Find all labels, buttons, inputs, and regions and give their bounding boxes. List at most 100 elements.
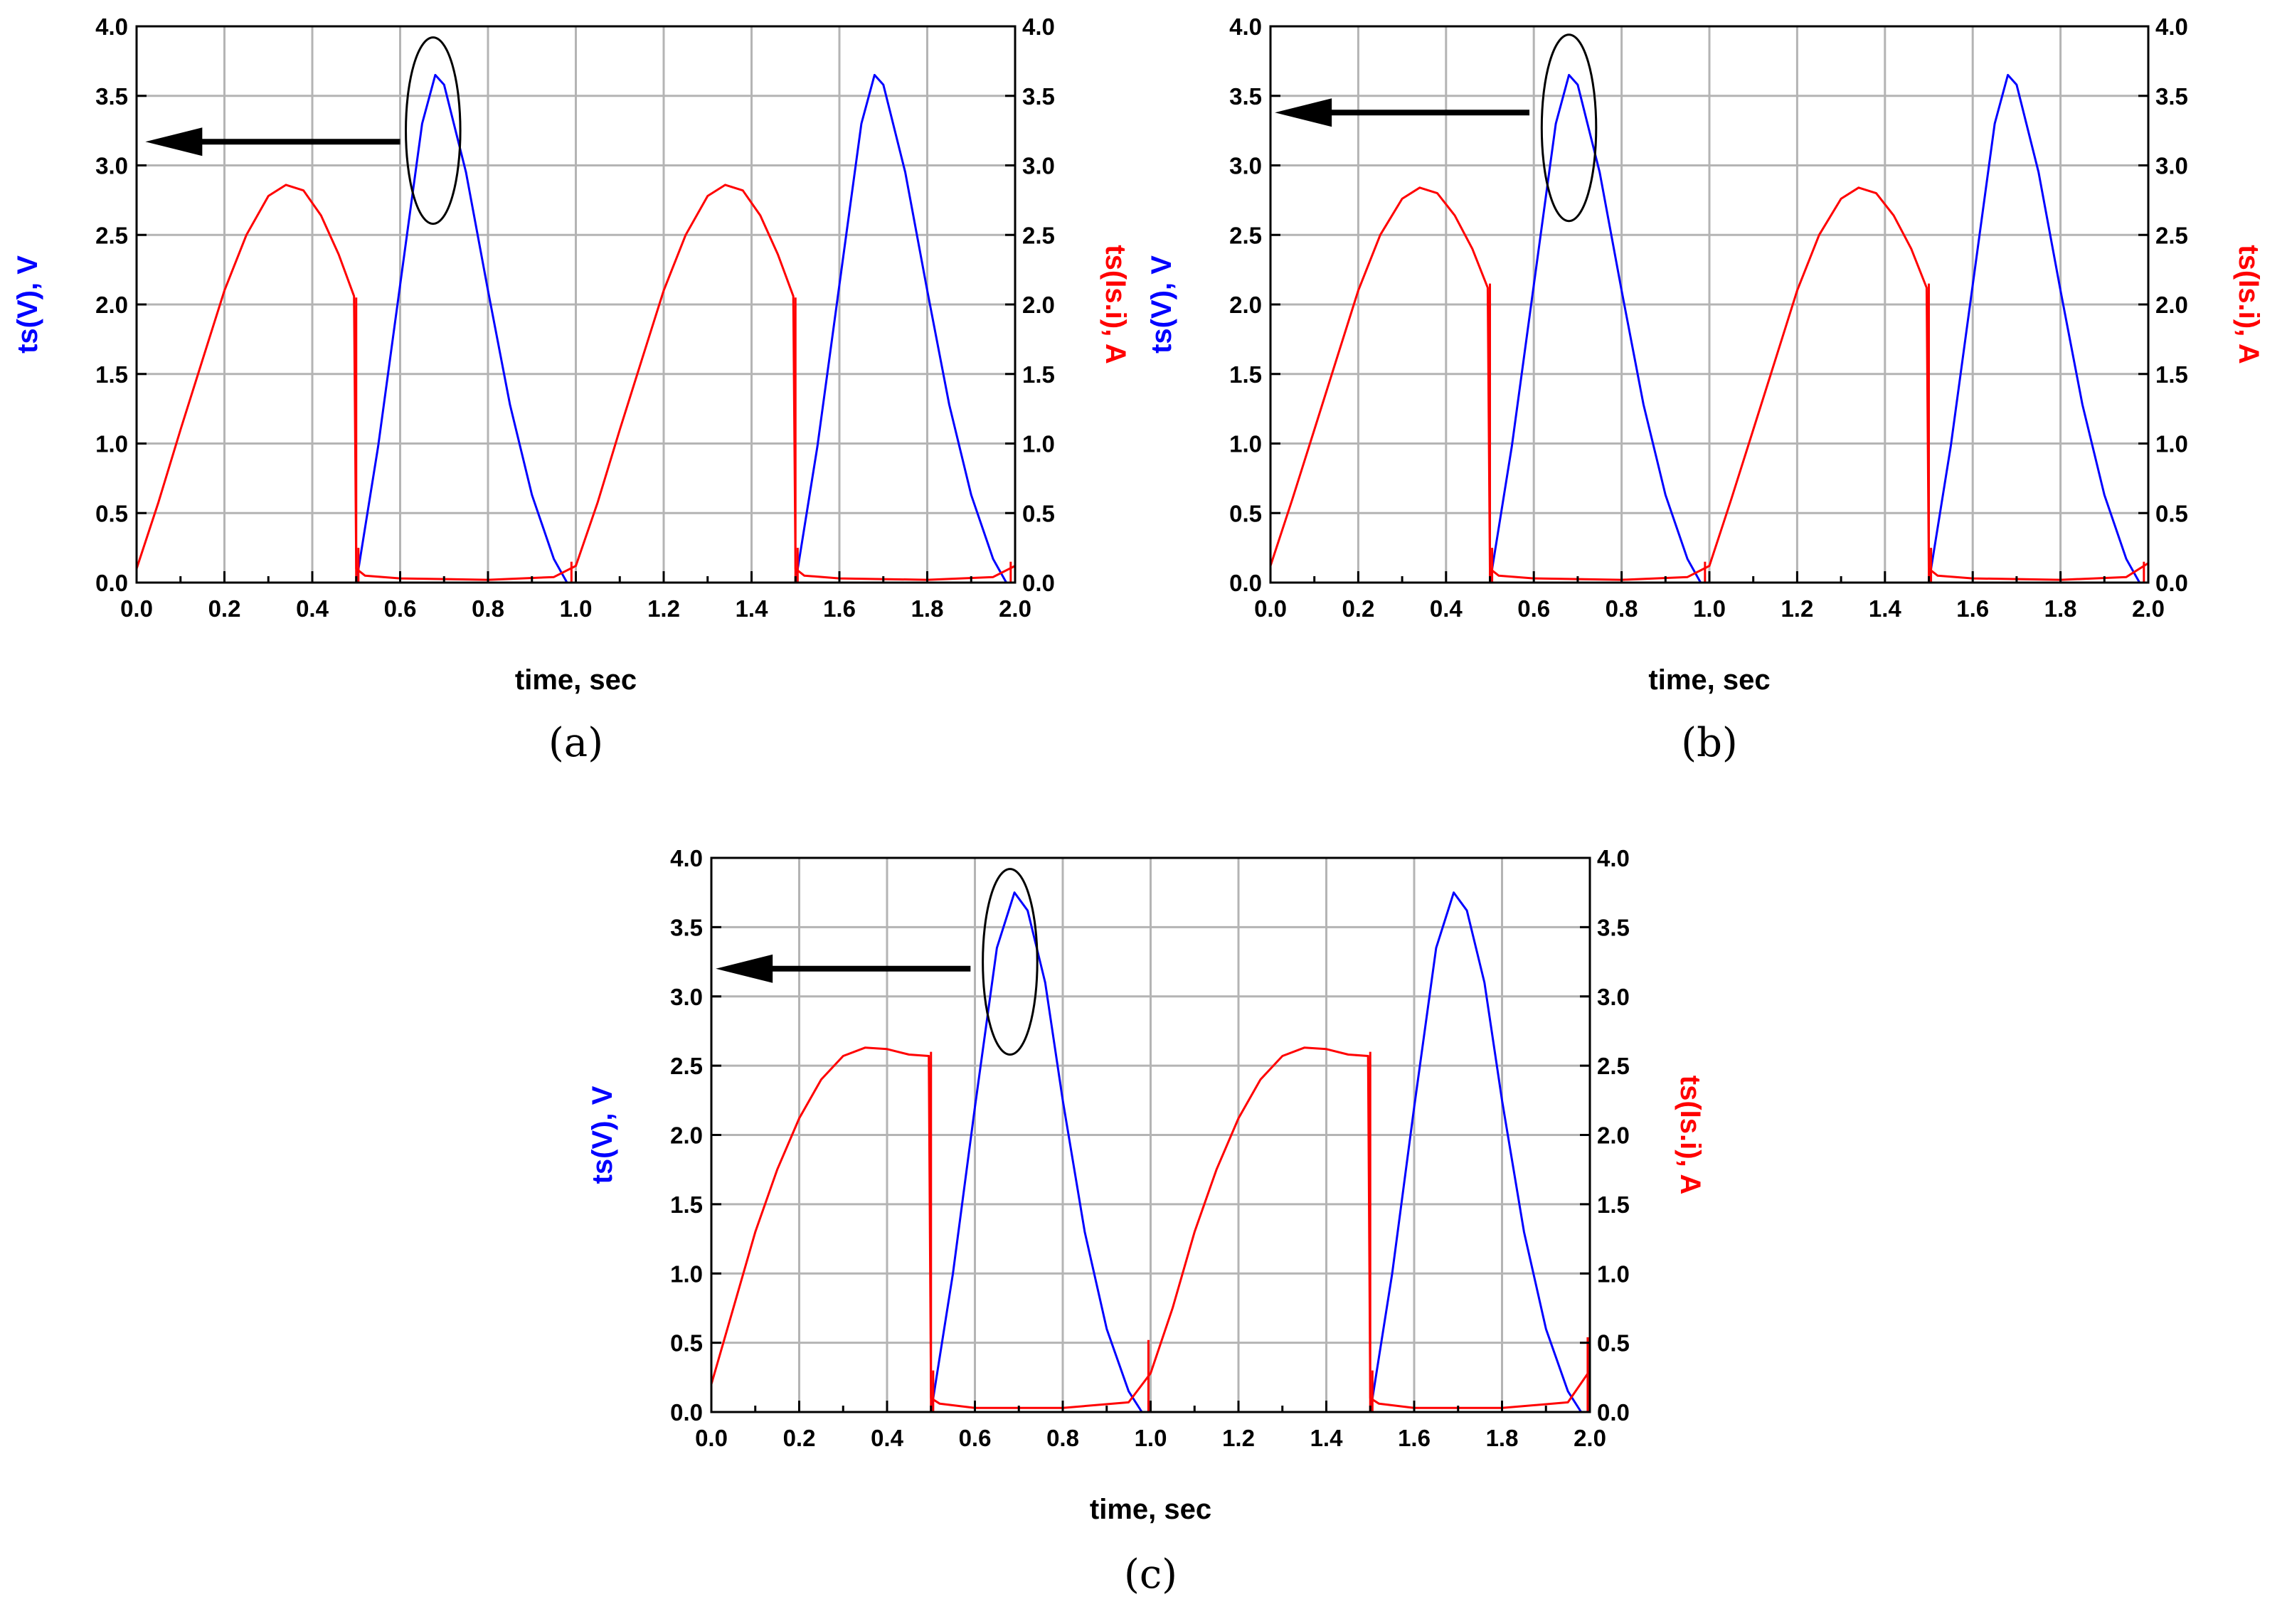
y-tick-label-right: 1.0 <box>2155 431 2188 457</box>
y-tick-label-left: 1.0 <box>95 431 128 457</box>
y-tick-label-right: 3.0 <box>1597 984 1630 1010</box>
y-tick-label-left: 3.5 <box>1229 83 1262 110</box>
y-tick-label-left: 2.5 <box>95 222 128 248</box>
annotations <box>1275 33 1598 223</box>
x-tick-label: 1.2 <box>1781 595 1813 622</box>
y-tick-label-left: 2.5 <box>670 1053 703 1079</box>
y-tick-label-right: 1.5 <box>1022 361 1055 388</box>
series-current-line <box>1269 186 2149 581</box>
y-axis-title-left: ts(V), V <box>12 255 43 354</box>
y-tick-label-left: 0.5 <box>670 1330 703 1357</box>
y-tick-label-right: 0.5 <box>2155 500 2188 526</box>
y-tick-label-left: 0.5 <box>1229 500 1262 526</box>
y-tick-label-right: 2.5 <box>1597 1053 1630 1079</box>
y-tick-label-left: 2.0 <box>670 1123 703 1149</box>
x-tick-label: 1.4 <box>1869 595 1902 622</box>
x-tick-label: 1.8 <box>2044 595 2077 622</box>
tick-labels: 0.0 0.2 0.4 0.6 0.8 1.0 1.2 1.4 1.6 1.8 2.00.0 0.00… <box>670 845 1630 1451</box>
y-tick-label-left: 1.5 <box>1229 361 1262 388</box>
panel-label: (c) <box>1124 1551 1177 1598</box>
tick-marks <box>135 25 1017 584</box>
y-tick-label-right: 4.0 <box>1597 845 1630 871</box>
y-tick-label-left: 3.0 <box>1229 153 1262 179</box>
y-tick-label-left: 2.5 <box>1229 222 1262 248</box>
y-tick-label-left: 3.5 <box>95 83 128 110</box>
x-tick-label: 0.0 <box>1254 595 1287 622</box>
y-tick-label-right: 0.0 <box>1597 1399 1630 1426</box>
x-tick-label: 0.6 <box>1517 595 1550 622</box>
grid-lines <box>710 856 1591 1413</box>
y-axis-title-right: ts(Is.i), A <box>2233 245 2264 363</box>
y-tick-label-left: 2.0 <box>95 292 128 318</box>
y-tick-label-right: 0.5 <box>1022 500 1055 526</box>
chart-panel-a: 0.0 0.2 0.4 0.6 0.8 1.0 1.2 1.4 1.6 1.8 2.00.0 0.00… <box>12 14 1131 766</box>
x-tick-label: 1.0 <box>560 595 593 622</box>
x-tick-label: 1.4 <box>736 595 769 622</box>
tick-labels: 0.0 0.2 0.4 0.6 0.8 1.0 1.2 1.4 1.6 1.8 2.00.0 0.00… <box>95 14 1055 622</box>
x-tick-label: 1.8 <box>911 595 944 622</box>
x-tick-label: 0.6 <box>384 595 417 622</box>
highlight-ellipse <box>1540 33 1598 223</box>
y-axis-title-right: ts(Is.i), A <box>1675 1076 1706 1194</box>
annotations <box>145 36 462 225</box>
y-tick-label-left: 4.0 <box>1229 14 1262 40</box>
x-tick-label: 1.0 <box>1693 595 1726 622</box>
y-tick-label-right: 2.5 <box>1022 222 1055 248</box>
tick-marks <box>1269 25 2150 584</box>
x-tick-label: 2.0 <box>2132 595 2165 622</box>
y-tick-label-left: 1.0 <box>670 1261 703 1287</box>
arrow-left-icon <box>716 954 773 983</box>
y-tick-label-left: 0.0 <box>95 570 128 596</box>
y-tick-label-left: 4.0 <box>670 845 703 871</box>
arrow-left-icon <box>1275 98 1332 127</box>
tick-marks <box>710 856 1591 1413</box>
series-current-line <box>135 184 1016 581</box>
x-tick-label: 1.6 <box>1956 595 1989 622</box>
y-tick-label-right: 2.0 <box>1597 1123 1630 1149</box>
y-tick-label-left: 3.5 <box>670 914 703 940</box>
y-tick-label-left: 1.5 <box>95 361 128 388</box>
y-tick-label-left: 1.5 <box>670 1192 703 1218</box>
arrow-left-icon <box>145 127 203 156</box>
y-tick-label-left: 0.0 <box>1229 570 1262 596</box>
x-tick-label: 1.8 <box>1486 1425 1519 1451</box>
tick-labels: 0.0 0.2 0.4 0.6 0.8 1.0 1.2 1.4 1.6 1.8 2.00.0 0.00… <box>1229 14 2188 622</box>
x-tick-label: 0.4 <box>871 1425 904 1451</box>
x-tick-label: 0.2 <box>783 1425 816 1451</box>
x-tick-label: 1.0 <box>1135 1425 1167 1451</box>
x-tick-label: 1.2 <box>1222 1425 1255 1451</box>
y-tick-label-left: 0.0 <box>670 1399 703 1426</box>
y-tick-label-right: 3.5 <box>1597 914 1630 940</box>
y-tick-label-right: 4.0 <box>2155 14 2188 40</box>
y-tick-label-left: 2.0 <box>1229 292 1262 318</box>
x-tick-label: 0.0 <box>120 595 153 622</box>
y-tick-label-left: 4.0 <box>95 14 128 40</box>
x-tick-label: 1.4 <box>1310 1425 1344 1451</box>
y-tick-label-right: 3.5 <box>1022 83 1055 110</box>
highlight-ellipse <box>982 868 1039 1056</box>
y-tick-label-left: 1.0 <box>1229 431 1262 457</box>
x-tick-label: 0.4 <box>296 595 329 622</box>
x-axis-title: time, sec <box>1090 1494 1211 1525</box>
annotations <box>716 868 1039 1056</box>
x-tick-label: 1.6 <box>1398 1425 1431 1451</box>
y-tick-label-right: 3.0 <box>2155 153 2188 179</box>
y-tick-label-right: 0.5 <box>1597 1330 1630 1357</box>
y-tick-label-left: 0.5 <box>95 500 128 526</box>
chart-panel-b: 0.0 0.2 0.4 0.6 0.8 1.0 1.2 1.4 1.6 1.8 2.00.0 0.00… <box>1146 14 2264 766</box>
x-tick-label: 0.2 <box>208 595 241 622</box>
y-axis-title-left: ts(V), V <box>587 1086 618 1184</box>
y-tick-label-right: 1.5 <box>1597 1192 1630 1218</box>
y-tick-label-right: 3.0 <box>1022 153 1055 179</box>
y-axis-title-left: ts(V), V <box>1146 255 1177 354</box>
y-tick-label-left: 3.0 <box>95 153 128 179</box>
y-tick-label-right: 3.5 <box>2155 83 2188 110</box>
x-tick-label: 0.8 <box>472 595 504 622</box>
y-tick-label-right: 1.0 <box>1597 1261 1630 1287</box>
x-tick-label: 0.6 <box>959 1425 992 1451</box>
y-tick-label-right: 4.0 <box>1022 14 1055 40</box>
y-tick-label-right: 1.5 <box>2155 361 2188 388</box>
y-tick-label-right: 2.0 <box>1022 292 1055 318</box>
y-tick-label-left: 3.0 <box>670 984 703 1010</box>
